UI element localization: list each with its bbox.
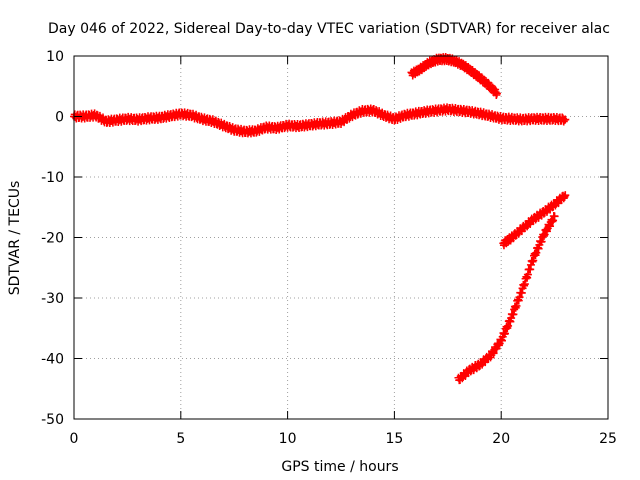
y-tick-label: -50 [41, 412, 64, 428]
series-arc-upper [407, 53, 501, 100]
x-tick-label: 0 [70, 431, 79, 447]
x-tick-label: 10 [279, 431, 297, 447]
y-tick-label: 10 [46, 49, 64, 65]
series-rising-arc [454, 212, 559, 385]
y-tick-label: -30 [41, 291, 64, 307]
x-tick-label: 5 [176, 431, 185, 447]
series-upper-right-line [499, 191, 570, 250]
x-tick-label: 15 [385, 431, 403, 447]
y-axis-title: SDTVAR / TECUs [7, 181, 23, 296]
data-point [550, 212, 559, 221]
x-tick-label: 25 [599, 431, 617, 447]
y-tick-label: -40 [41, 352, 64, 368]
data-layer [70, 53, 570, 385]
data-point [492, 89, 501, 98]
x-axis-title: GPS time / hours [281, 459, 398, 475]
y-tick-label: -10 [41, 170, 64, 186]
y-tick-label: 0 [55, 110, 64, 126]
x-tick-label: 20 [492, 431, 510, 447]
ticks: 0 5 10 15 20 25 -50 -40 -30 -20 -10 0 10 [41, 49, 617, 447]
data-point [561, 115, 570, 124]
chart-title: Day 046 of 2022, Sidereal Day-to-day VTE… [48, 21, 610, 37]
grid [74, 56, 608, 419]
y-tick-label: -20 [41, 231, 64, 247]
data-point [561, 191, 570, 200]
series-main-band [70, 103, 570, 138]
